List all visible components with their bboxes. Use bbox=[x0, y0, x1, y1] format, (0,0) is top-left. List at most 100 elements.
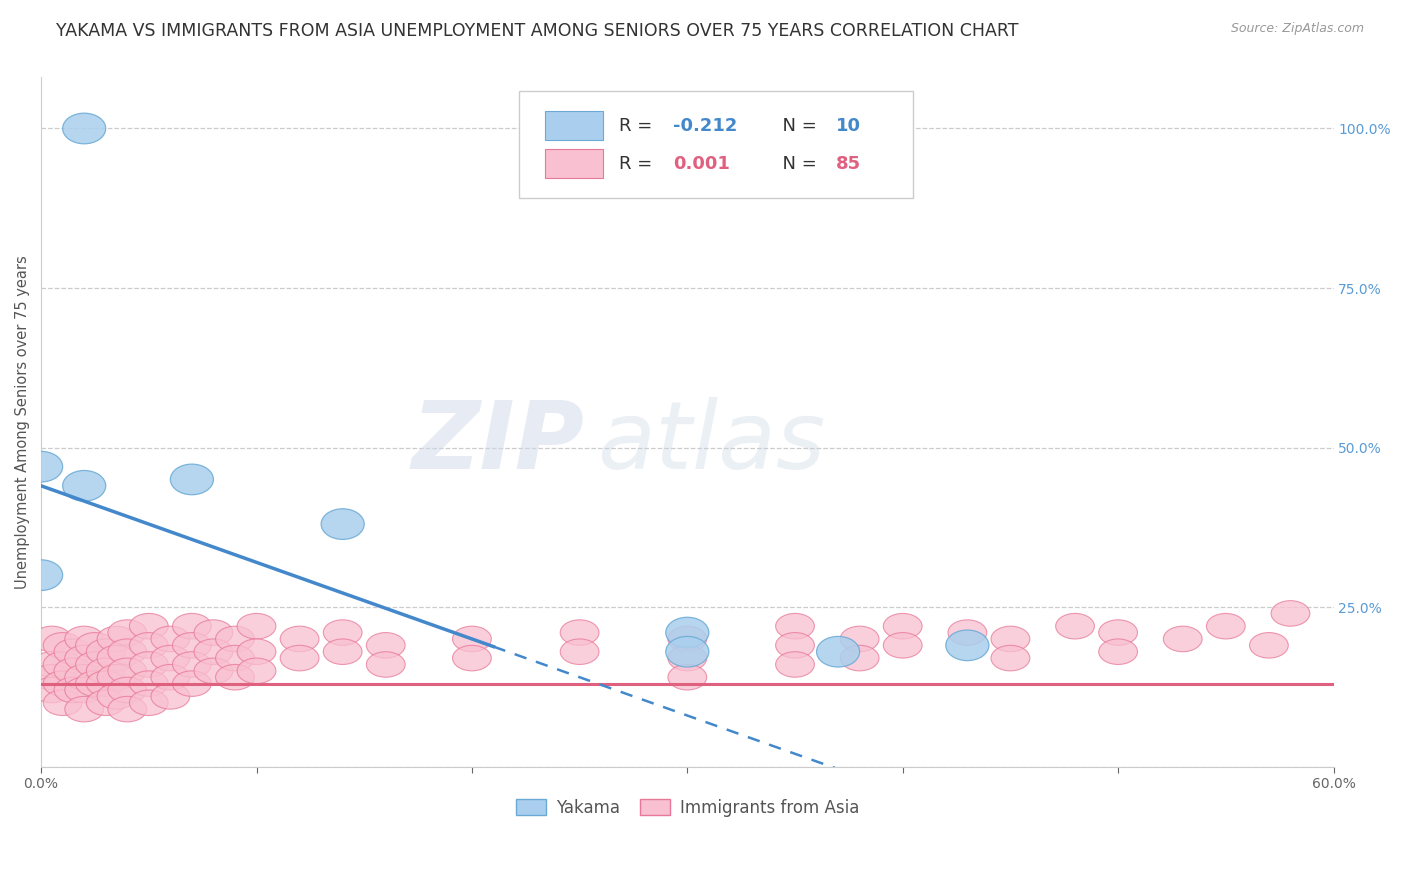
Ellipse shape bbox=[32, 665, 72, 690]
Text: R =: R = bbox=[619, 154, 658, 172]
Ellipse shape bbox=[44, 690, 82, 715]
Ellipse shape bbox=[238, 614, 276, 639]
Text: N =: N = bbox=[772, 154, 823, 172]
Ellipse shape bbox=[108, 697, 146, 722]
Ellipse shape bbox=[129, 690, 169, 715]
Ellipse shape bbox=[1098, 620, 1137, 645]
Ellipse shape bbox=[44, 652, 82, 677]
Ellipse shape bbox=[367, 632, 405, 658]
Ellipse shape bbox=[20, 451, 63, 482]
Ellipse shape bbox=[129, 614, 169, 639]
Ellipse shape bbox=[194, 639, 233, 665]
Ellipse shape bbox=[32, 652, 72, 677]
Ellipse shape bbox=[321, 508, 364, 540]
Ellipse shape bbox=[86, 658, 125, 683]
Text: YAKAMA VS IMMIGRANTS FROM ASIA UNEMPLOYMENT AMONG SENIORS OVER 75 YEARS CORRELAT: YAKAMA VS IMMIGRANTS FROM ASIA UNEMPLOYM… bbox=[56, 22, 1019, 40]
Text: 10: 10 bbox=[837, 117, 860, 135]
Ellipse shape bbox=[1271, 600, 1310, 626]
Ellipse shape bbox=[65, 677, 104, 703]
Ellipse shape bbox=[63, 470, 105, 501]
Ellipse shape bbox=[776, 632, 814, 658]
Ellipse shape bbox=[668, 665, 707, 690]
Ellipse shape bbox=[53, 639, 93, 665]
Text: ZIP: ZIP bbox=[411, 397, 583, 489]
FancyBboxPatch shape bbox=[546, 112, 603, 140]
Ellipse shape bbox=[323, 639, 363, 665]
Ellipse shape bbox=[76, 652, 114, 677]
Ellipse shape bbox=[97, 665, 136, 690]
Ellipse shape bbox=[1250, 632, 1288, 658]
Ellipse shape bbox=[170, 464, 214, 495]
Ellipse shape bbox=[1163, 626, 1202, 652]
Ellipse shape bbox=[323, 620, 363, 645]
Ellipse shape bbox=[65, 626, 104, 652]
Ellipse shape bbox=[108, 620, 146, 645]
Ellipse shape bbox=[129, 671, 169, 697]
Ellipse shape bbox=[20, 560, 63, 591]
FancyBboxPatch shape bbox=[546, 149, 603, 178]
Ellipse shape bbox=[173, 671, 211, 697]
Ellipse shape bbox=[946, 630, 988, 661]
Ellipse shape bbox=[280, 645, 319, 671]
Ellipse shape bbox=[1056, 614, 1094, 639]
Ellipse shape bbox=[1206, 614, 1246, 639]
Ellipse shape bbox=[150, 645, 190, 671]
Ellipse shape bbox=[65, 645, 104, 671]
Ellipse shape bbox=[453, 645, 491, 671]
Ellipse shape bbox=[86, 639, 125, 665]
Ellipse shape bbox=[86, 671, 125, 697]
Ellipse shape bbox=[948, 620, 987, 645]
Ellipse shape bbox=[150, 665, 190, 690]
Ellipse shape bbox=[280, 626, 319, 652]
Ellipse shape bbox=[215, 626, 254, 652]
Ellipse shape bbox=[65, 665, 104, 690]
Ellipse shape bbox=[668, 645, 707, 671]
Ellipse shape bbox=[32, 677, 72, 703]
Ellipse shape bbox=[44, 671, 82, 697]
Ellipse shape bbox=[53, 677, 93, 703]
Text: Source: ZipAtlas.com: Source: ZipAtlas.com bbox=[1230, 22, 1364, 36]
Ellipse shape bbox=[108, 677, 146, 703]
Ellipse shape bbox=[53, 658, 93, 683]
Ellipse shape bbox=[97, 683, 136, 709]
Ellipse shape bbox=[97, 645, 136, 671]
Ellipse shape bbox=[97, 626, 136, 652]
Ellipse shape bbox=[776, 614, 814, 639]
Legend: Yakama, Immigrants from Asia: Yakama, Immigrants from Asia bbox=[509, 792, 866, 823]
Ellipse shape bbox=[666, 617, 709, 648]
Ellipse shape bbox=[129, 652, 169, 677]
Ellipse shape bbox=[453, 626, 491, 652]
Ellipse shape bbox=[238, 658, 276, 683]
Ellipse shape bbox=[173, 632, 211, 658]
Ellipse shape bbox=[668, 626, 707, 652]
Ellipse shape bbox=[238, 639, 276, 665]
Ellipse shape bbox=[150, 626, 190, 652]
Ellipse shape bbox=[560, 639, 599, 665]
Text: -0.212: -0.212 bbox=[673, 117, 738, 135]
Text: 0.001: 0.001 bbox=[673, 154, 730, 172]
Ellipse shape bbox=[108, 658, 146, 683]
FancyBboxPatch shape bbox=[519, 91, 914, 198]
Ellipse shape bbox=[86, 690, 125, 715]
Ellipse shape bbox=[63, 113, 105, 144]
Text: N =: N = bbox=[772, 117, 823, 135]
Ellipse shape bbox=[108, 639, 146, 665]
Text: atlas: atlas bbox=[596, 397, 825, 488]
Ellipse shape bbox=[666, 636, 709, 667]
Ellipse shape bbox=[817, 636, 859, 667]
Ellipse shape bbox=[173, 652, 211, 677]
Ellipse shape bbox=[129, 632, 169, 658]
Ellipse shape bbox=[883, 632, 922, 658]
Ellipse shape bbox=[194, 658, 233, 683]
Ellipse shape bbox=[841, 626, 879, 652]
Ellipse shape bbox=[76, 671, 114, 697]
Ellipse shape bbox=[194, 620, 233, 645]
Ellipse shape bbox=[367, 652, 405, 677]
Ellipse shape bbox=[215, 645, 254, 671]
Ellipse shape bbox=[1098, 639, 1137, 665]
Y-axis label: Unemployment Among Seniors over 75 years: Unemployment Among Seniors over 75 years bbox=[15, 255, 30, 589]
Ellipse shape bbox=[32, 626, 72, 652]
Ellipse shape bbox=[991, 626, 1029, 652]
Ellipse shape bbox=[173, 614, 211, 639]
Ellipse shape bbox=[215, 665, 254, 690]
